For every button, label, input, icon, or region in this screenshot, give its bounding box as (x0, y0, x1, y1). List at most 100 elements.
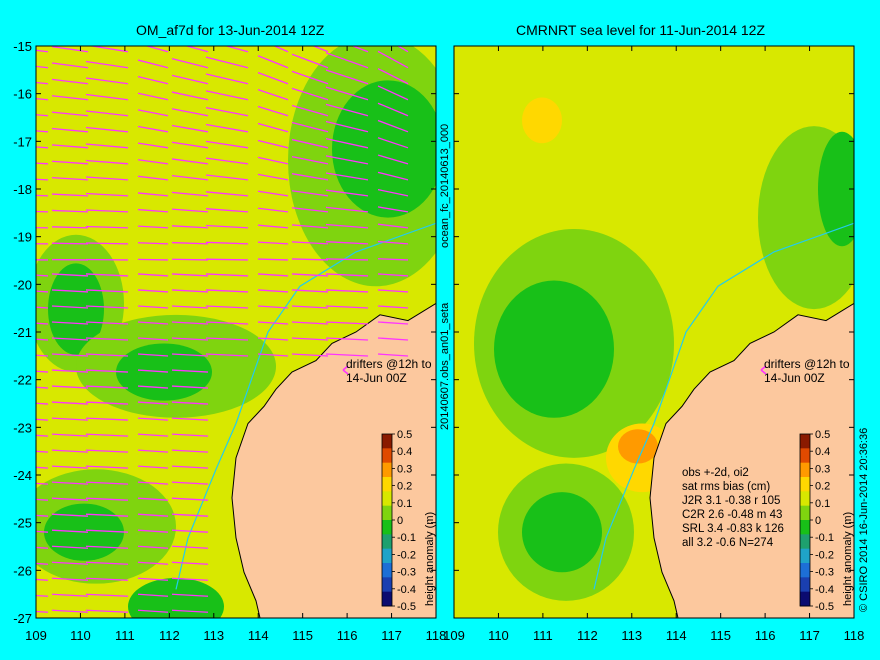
left-x-tick-label: 110 (70, 628, 91, 643)
current-vector (51, 353, 89, 357)
right-colorbar-segment (800, 462, 810, 478)
current-vector (257, 55, 289, 69)
left-colorbar-segment (382, 577, 392, 593)
current-vector (171, 258, 209, 261)
current-vector (171, 353, 209, 357)
current-vector (291, 70, 329, 85)
current-vector (291, 53, 329, 69)
right-colorbar-tick-label: 0.5 (815, 429, 830, 441)
current-vector (377, 102, 409, 117)
current-vector (51, 226, 89, 229)
current-vector (377, 321, 409, 325)
current-vector (36, 530, 49, 533)
left-colorbar-segment (382, 491, 392, 507)
current-vector (85, 481, 129, 485)
current-vector (51, 337, 89, 341)
current-vector (36, 290, 49, 293)
current-vector (291, 190, 329, 197)
current-vector (51, 529, 89, 533)
right-drifter-note-2: 14-Jun 00Z (764, 371, 825, 385)
current-vector (51, 561, 89, 565)
left-drifter-note-1: drifters @12h to (346, 357, 432, 371)
current-vector (291, 173, 329, 181)
right-x-tick-label: 114 (666, 628, 687, 643)
right-colorbar-tick-label: -0.2 (815, 549, 834, 561)
current-vector (137, 353, 169, 357)
current-vector (205, 337, 249, 341)
current-vector (36, 562, 49, 565)
left-anomaly-green (128, 577, 224, 618)
current-vector (257, 173, 289, 181)
current-vector (325, 289, 369, 293)
current-vector (171, 225, 209, 229)
left-colorbar-segment (382, 548, 392, 564)
current-vector (171, 385, 209, 389)
current-vector (137, 258, 169, 261)
current-vector (51, 481, 89, 485)
current-vector (205, 90, 249, 101)
current-vector (85, 159, 129, 165)
current-vector (171, 609, 209, 613)
current-vector (85, 192, 129, 197)
current-vector (137, 593, 169, 597)
current-vector (36, 210, 49, 213)
current-vector (325, 223, 369, 229)
current-vector (51, 111, 89, 117)
current-vector (257, 273, 289, 277)
left-colorbar-segment (382, 434, 392, 449)
current-vector (85, 110, 129, 117)
current-vector (257, 241, 289, 245)
current-vector (291, 155, 329, 165)
current-vector (85, 176, 129, 181)
current-vector (36, 178, 49, 181)
stats-line: obs +-2d, oi2 (682, 467, 749, 479)
current-vector (137, 305, 169, 309)
left-colorbar-tick-label: -0.3 (397, 567, 416, 579)
current-vector (51, 95, 89, 101)
y-tick-label: -22 (13, 373, 32, 388)
left-drifter-note-2: 14-Jun 00Z (346, 371, 407, 385)
current-vector (171, 175, 209, 181)
current-vector (51, 62, 89, 69)
current-vector (51, 433, 89, 437)
current-vector (137, 76, 169, 85)
current-vector (51, 193, 89, 197)
stats-line: C2R 2.6 -0.48 m 43 (682, 509, 782, 521)
right-anomaly-yellow (522, 97, 562, 144)
left-x-tick-label: 111 (115, 628, 135, 643)
left-colorbar-tick-label: 0.3 (397, 463, 412, 475)
left-x-tick-label: 115 (292, 628, 313, 643)
right-colorbar-segment (800, 448, 810, 464)
left-colorbar-tick-label: -0.4 (397, 584, 416, 596)
current-vector (257, 190, 289, 197)
current-vector (291, 305, 329, 309)
current-vector (291, 273, 329, 277)
current-vector (51, 545, 89, 549)
current-vector (85, 77, 129, 85)
current-vector (36, 434, 49, 437)
right-x-tick-label: 115 (710, 628, 731, 643)
current-vector (205, 224, 249, 229)
current-vector (51, 369, 89, 373)
current-vector (205, 140, 249, 149)
current-vector (85, 305, 129, 309)
y-tick-label: -18 (13, 182, 32, 197)
current-vector (171, 191, 209, 197)
current-vector (51, 78, 89, 85)
right-x-tick-label: 113 (621, 628, 642, 643)
left-colorbar-tick-label: 0.5 (397, 429, 412, 441)
current-vector (205, 273, 249, 277)
current-vector (51, 289, 89, 293)
current-vector (36, 274, 49, 277)
current-vector (137, 289, 169, 293)
current-vector (325, 120, 369, 133)
current-vector (325, 52, 369, 69)
left-map (36, 46, 436, 618)
right-x-tick-label: 112 (577, 628, 598, 643)
right-colorbar-segment (800, 491, 810, 507)
current-vector (171, 241, 209, 245)
left-x-tick-label: 109 (25, 628, 47, 643)
y-tick-label: -27 (13, 611, 32, 626)
current-vector (51, 401, 89, 405)
